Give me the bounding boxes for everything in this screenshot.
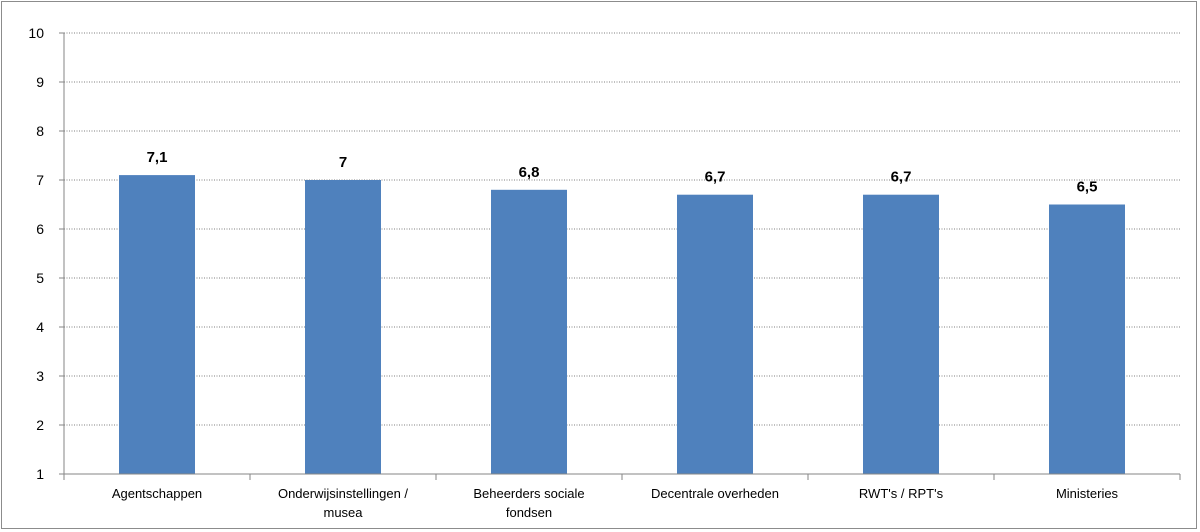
bar-2 [491,189,567,475]
data-label: 6,8 [519,164,540,181]
labels: 1 2 3 4 5 6 7 8 9 10 7,1 Agentschappen 7 Onderwijsins… [28,25,1118,520]
category-label-line: fondsen [506,505,552,520]
y-tick-label: 4 [36,319,44,335]
y-tick-label: 2 [36,417,44,433]
category-label: Ministeries [1056,486,1119,501]
bar-4 [863,194,939,474]
category-label: Onderwijsinstellingen / musea [278,486,408,520]
y-tick-label: 9 [36,74,44,90]
gridlines [64,32,1180,426]
category-label: RWT's / RPT's [859,486,944,501]
y-tick-label: 10 [28,25,44,41]
category-label-line: Beheerders sociale [473,486,584,501]
category-label: Beheerders sociale fondsen [473,486,584,520]
y-tick-label: 5 [36,270,44,286]
y-tick-label: 6 [36,221,44,237]
data-label: 6,5 [1077,179,1098,196]
category-label: Agentschappen [112,486,202,501]
y-tick-label: 7 [36,172,44,188]
category-label-line: Agentschappen [112,486,202,501]
category-label: Decentrale overheden [651,486,779,501]
category-label-line: Ministeries [1056,486,1119,501]
axes [59,32,1181,480]
category-label-line: Decentrale overheden [651,486,779,501]
data-label: 6,7 [705,169,726,186]
bars [119,175,1125,475]
category-label-line: RWT's / RPT's [859,486,944,501]
bar-3 [677,194,753,474]
data-label: 7 [339,154,347,171]
y-tick-label: 3 [36,368,44,384]
data-label: 7,1 [147,149,168,166]
bar-5 [1049,204,1125,474]
data-label: 6,7 [891,169,912,186]
category-label-line: Onderwijsinstellingen / [278,486,408,501]
bar-0 [119,175,195,474]
category-label-line: musea [323,505,363,520]
bar-1 [305,180,381,474]
y-tick-label: 8 [36,123,44,139]
y-tick-label: 1 [36,466,44,482]
